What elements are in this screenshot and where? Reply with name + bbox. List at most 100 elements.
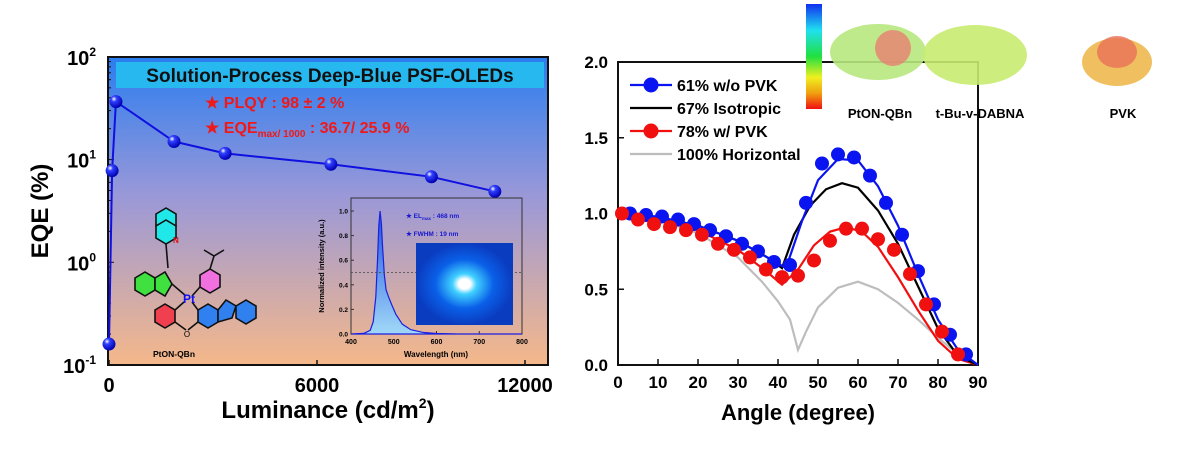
y-tick-label: 101 xyxy=(67,148,96,173)
data-point xyxy=(743,250,757,265)
molecule-label-pvk: PVK xyxy=(1110,106,1137,121)
data-point xyxy=(839,221,853,236)
data-point xyxy=(919,297,933,312)
data-point xyxy=(847,150,861,165)
inset-x-tick-label: 800 xyxy=(516,339,528,346)
x-tick-label: 70 xyxy=(889,373,908,392)
n-atom-label: N xyxy=(173,236,179,245)
y-tick-label: 0.5 xyxy=(584,280,608,299)
x-tick-label: 0 xyxy=(103,375,114,397)
data-point xyxy=(695,227,709,242)
carbazole-ring xyxy=(197,303,219,329)
phenoxy-ring xyxy=(154,303,176,329)
x-tick-label: 60 xyxy=(849,373,868,392)
inset-y-tick-label: 0.6 xyxy=(339,258,348,265)
inset-y-tick-label: 0.2 xyxy=(339,307,348,314)
data-point xyxy=(783,258,797,273)
inset-y-label: Normalized intensity (a.u.) xyxy=(317,219,326,313)
eqe-point xyxy=(324,157,338,171)
device-emission-photo xyxy=(416,243,513,325)
data-point xyxy=(879,195,893,210)
data-point xyxy=(631,212,645,227)
inset-x-tick-label: 700 xyxy=(473,339,485,346)
x-tick-label: 10 xyxy=(649,373,668,392)
y-tick-label: 2.0 xyxy=(584,53,608,72)
data-point xyxy=(647,217,661,232)
legend-label: 61% w/o PVK xyxy=(677,78,778,95)
eqe-y-axis-label: EQE (%) xyxy=(27,164,54,259)
inset-x-tick-label: 500 xyxy=(388,339,400,346)
el-spectrum-inset: 400 500 600 700 800 0.0 0.2 0.4 0.6 0.8 1.0 ★ ELma… xyxy=(317,197,528,359)
plqy-annotation: ★ PLQY : 98 ± 2 % xyxy=(205,95,344,112)
eqe-series xyxy=(102,95,502,351)
data-point xyxy=(871,232,885,247)
inset-x-tick-label: 600 xyxy=(431,339,443,346)
legend-label: 67% Isotropic xyxy=(677,101,781,118)
pt-atom-label: Pt xyxy=(183,292,195,306)
data-point xyxy=(799,195,813,210)
angular-series xyxy=(615,147,979,367)
data-point xyxy=(895,227,909,242)
eqe-annotation: ★ EQEmax/ 1000 : 36.7/ 25.9 % xyxy=(205,120,409,140)
ptonqbn-structure xyxy=(134,207,257,331)
inset-y-tick-label: 0.4 xyxy=(339,282,348,289)
x-tick-label: 50 xyxy=(809,373,828,392)
eqe-point xyxy=(167,135,181,149)
data-point xyxy=(935,324,949,339)
data-point xyxy=(815,156,829,171)
data-point xyxy=(727,242,741,257)
spectrum-area xyxy=(350,210,522,335)
data-point xyxy=(951,347,965,362)
angular-axes: 0 10 20 30 40 50 60 70 80 90 0.0 0.5 1.0 1.5 2.0 xyxy=(584,53,987,392)
eqe-point xyxy=(109,95,123,109)
el-max-annotation: ★ ELmax : 468 nm xyxy=(406,212,459,221)
eqe-point xyxy=(105,164,119,178)
inset-y-tick-label: 1.0 xyxy=(339,209,348,216)
eqe-point xyxy=(218,146,232,160)
pyridine-ring xyxy=(199,268,221,294)
data-point xyxy=(903,267,917,282)
benzimidazole-ring xyxy=(134,271,156,297)
data-point xyxy=(679,223,693,238)
eqe-chart: Solution-Process Deep-Blue PSF-OLEDs ★ P… xyxy=(27,45,553,424)
eqe-point xyxy=(488,184,502,198)
inset-x-label: Wavelength (nm) xyxy=(404,350,468,359)
data-point xyxy=(887,242,901,257)
x-tick-label: 12000 xyxy=(497,375,553,397)
eqe-chart-title: Solution-Process Deep-Blue PSF-OLEDs xyxy=(146,66,513,87)
legend-marker xyxy=(643,77,659,93)
eqe-point xyxy=(102,337,116,351)
angular-chart: 0 10 20 30 40 50 60 70 80 90 0.0 0.5 1.0 1.5 2.0 61% w… xyxy=(584,53,987,425)
data-point xyxy=(791,268,805,283)
x-tick-label: 40 xyxy=(769,373,788,392)
data-point xyxy=(775,270,789,285)
x-tick-label: 0 xyxy=(613,373,622,392)
x-tick-label: 30 xyxy=(729,373,748,392)
y-tick-label: 100 xyxy=(67,250,96,275)
x-tick-label: 80 xyxy=(929,373,948,392)
legend-marker xyxy=(643,123,659,139)
data-point xyxy=(807,253,821,268)
y-tick-label: 0.0 xyxy=(584,356,608,375)
inset-y-tick-label: 0.0 xyxy=(339,332,348,339)
inset-x-tick-label: 400 xyxy=(345,339,357,346)
data-point xyxy=(831,147,845,162)
y-tick-label: 102 xyxy=(67,45,96,70)
esp-inset: PtON-QBn t-Bu-v-DABNA PVK xyxy=(806,4,1152,121)
esp-surface-dabna xyxy=(923,25,1027,85)
legend: 61% w/o PVK 67% Isotropic 78% w/ PVK 100% H… xyxy=(630,77,801,164)
molecule-label-ptonqbn: PtON-QBn xyxy=(848,106,912,121)
x-tick-label: 20 xyxy=(689,373,708,392)
y-tick-label: 1.0 xyxy=(584,205,608,224)
eqe-point xyxy=(424,170,438,184)
angular-x-axis-label: Angle (degree) xyxy=(721,400,875,425)
data-point xyxy=(711,236,725,251)
inset-y-tick-label: 0.8 xyxy=(339,233,348,240)
x-tick-label: 6000 xyxy=(295,375,340,397)
data-point xyxy=(615,206,629,221)
legend-label: 100% Horizontal xyxy=(677,147,801,164)
y-tick-label: 10-1 xyxy=(63,353,96,378)
title-banner xyxy=(116,62,544,88)
eqe-axes: 0 6000 12000 10-1 100 101 102 xyxy=(63,45,553,397)
